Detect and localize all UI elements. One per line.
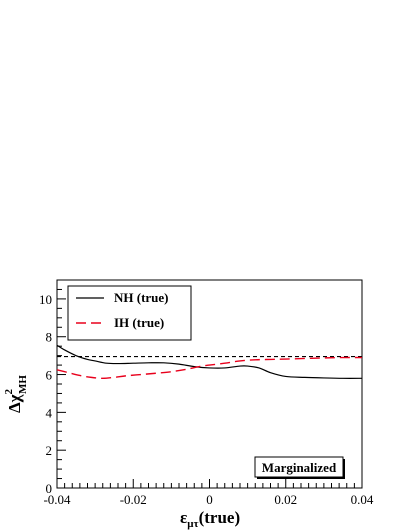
x-tick-label: -0.04 <box>43 492 71 507</box>
y-tick-label: 4 <box>46 405 53 420</box>
legend-label-ih: IH (true) <box>114 315 164 330</box>
series-line-ih <box>56 356 363 380</box>
y-tick-label: 2 <box>46 443 53 458</box>
x-tick-label: 0 <box>206 492 213 507</box>
annotation-text: Marginalized <box>262 460 337 475</box>
x-tick-label: -0.02 <box>120 492 147 507</box>
x-tick-label: 0.02 <box>274 492 297 507</box>
x-axis-ticks: -0.04 -0.02 0 0.02 0.04 <box>43 479 374 507</box>
y-axis-title: Δχ2 MH <box>3 375 29 413</box>
y-tick-label: 10 <box>39 292 52 307</box>
legend-label-nh: NH (true) <box>114 290 169 305</box>
x-tick-label: 0.04 <box>351 492 374 507</box>
series-line-nh <box>56 344 363 379</box>
y-axis-ticks: 0 2 4 6 8 10 <box>39 279 66 496</box>
legend: NH (true) IH (true) <box>67 285 192 341</box>
series-lines <box>56 344 363 380</box>
y-tick-label: 0 <box>46 481 53 496</box>
y-tick-label: 6 <box>46 368 53 383</box>
y-tick-label: 8 <box>46 330 53 345</box>
x-axis-title: εμτ(true) <box>180 508 240 530</box>
legend-box <box>67 285 192 341</box>
annotation-box: Marginalized <box>254 456 345 479</box>
svg-text:εμτ(true): εμτ(true) <box>180 508 240 530</box>
